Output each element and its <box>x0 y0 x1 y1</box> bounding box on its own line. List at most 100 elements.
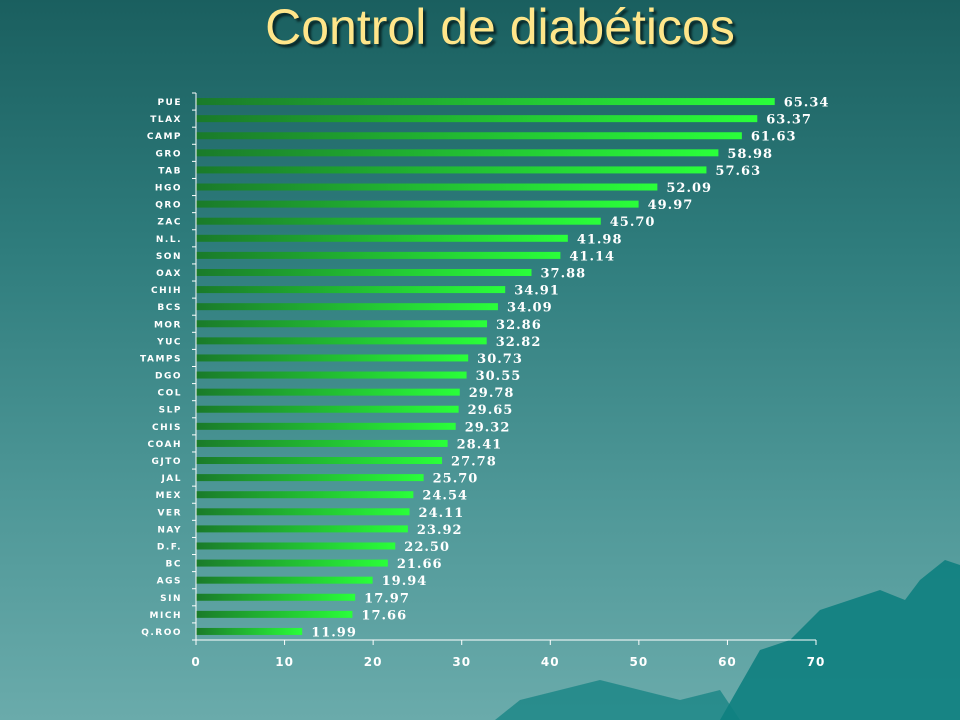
value-label: 34.09 <box>507 301 553 316</box>
value-label: 34.91 <box>514 284 560 299</box>
slide-title: Control de diabéticos <box>265 0 735 55</box>
category-label: NAY <box>157 525 182 535</box>
value-label: 21.66 <box>397 557 443 572</box>
bar <box>196 354 469 362</box>
x-tick-label: 50 <box>630 655 649 669</box>
bar <box>196 559 388 567</box>
x-tick-label: 70 <box>807 655 826 669</box>
value-label: 24.54 <box>422 489 468 504</box>
bar <box>196 115 758 123</box>
category-label: GRO <box>156 149 182 159</box>
bar <box>196 268 532 276</box>
category-label: DGO <box>155 372 182 382</box>
x-tick-label: 10 <box>275 655 294 669</box>
value-label: 52.09 <box>666 181 712 196</box>
category-label: VER <box>157 508 182 518</box>
value-label: 45.70 <box>610 215 656 230</box>
bar <box>196 132 742 140</box>
category-label: Q.ROO <box>141 628 182 638</box>
decorative-mountains <box>495 560 960 720</box>
value-label: 17.66 <box>361 608 407 623</box>
x-tick-label: 60 <box>718 655 737 669</box>
category-label: N.L. <box>156 235 182 245</box>
bar <box>196 337 487 345</box>
category-label: JAL <box>160 474 182 484</box>
category-label: PUE <box>157 98 182 108</box>
bar <box>196 166 707 174</box>
value-label: 30.55 <box>476 369 522 384</box>
category-label: D.F. <box>157 542 182 552</box>
category-label: QRO <box>155 201 182 211</box>
bar <box>196 593 356 601</box>
value-label: 29.32 <box>465 420 511 435</box>
category-label: GJTO <box>151 457 182 467</box>
value-label: 57.63 <box>715 164 761 179</box>
category-label: ZAC <box>157 218 182 228</box>
bar <box>196 371 467 379</box>
value-label: 11.99 <box>311 625 357 640</box>
mountain-shape <box>495 680 740 720</box>
value-label: 41.98 <box>577 232 623 247</box>
value-label: 29.78 <box>469 386 515 401</box>
bar <box>196 183 658 191</box>
value-label: 63.37 <box>766 113 812 128</box>
value-label: 28.41 <box>457 437 503 452</box>
bar <box>196 388 460 396</box>
category-label: TLAX <box>150 115 182 125</box>
axis-layer: 0 10 20 30 40 50 60 70 <box>191 92 826 669</box>
category-label: MOR <box>154 320 182 330</box>
bar <box>196 542 396 550</box>
x-tick-label: 30 <box>452 655 471 669</box>
value-label: 65.34 <box>784 96 830 111</box>
value-label: 41.14 <box>569 249 615 264</box>
value-label: 61.63 <box>751 130 797 145</box>
category-label: BCS <box>157 303 182 313</box>
bar <box>196 474 424 482</box>
bar <box>196 234 568 242</box>
value-label: 23.92 <box>417 523 463 538</box>
value-label: 29.65 <box>468 403 514 418</box>
bar <box>196 286 506 294</box>
value-label: 30.73 <box>477 352 523 367</box>
value-label: 32.82 <box>496 335 542 350</box>
bars-layer: PUE 65.34 TLAX 63.37 CAMP 61.63 GRO 58.98 TAB 57.… <box>140 96 830 641</box>
bar <box>196 491 414 499</box>
mountain-shape <box>720 560 960 720</box>
value-label: 58.98 <box>727 147 773 162</box>
category-label: YUC <box>156 337 182 347</box>
bar <box>196 439 448 447</box>
category-label: COL <box>158 389 183 399</box>
bar <box>196 525 408 533</box>
bar <box>196 576 373 584</box>
value-label: 37.88 <box>541 266 587 281</box>
value-label: 19.94 <box>382 574 428 589</box>
bar <box>196 149 719 157</box>
category-label: SON <box>156 252 182 262</box>
category-label: OAX <box>156 269 182 279</box>
category-label: MICH <box>150 611 182 621</box>
category-label: TAMPS <box>140 354 182 364</box>
bar <box>196 610 353 618</box>
bar <box>196 251 561 259</box>
bar <box>196 508 410 516</box>
value-label: 17.97 <box>364 591 410 606</box>
category-label: SIN <box>160 594 182 604</box>
x-tick-label: 0 <box>191 655 200 669</box>
category-label: CHIH <box>151 286 182 296</box>
category-label: AGS <box>157 577 182 587</box>
bar <box>196 200 639 208</box>
x-tick-label: 20 <box>364 655 383 669</box>
bar <box>196 457 443 465</box>
bar <box>196 217 601 225</box>
category-label: SLP <box>159 406 182 416</box>
category-label: COAH <box>147 440 182 450</box>
x-tick-label: 40 <box>541 655 560 669</box>
bar <box>196 627 303 635</box>
category-label: MEX <box>155 491 182 501</box>
value-label: 22.50 <box>404 540 450 555</box>
bar <box>196 422 456 430</box>
value-label: 24.11 <box>419 506 465 521</box>
value-label: 25.70 <box>433 472 479 487</box>
category-label: CAMP <box>147 132 182 142</box>
